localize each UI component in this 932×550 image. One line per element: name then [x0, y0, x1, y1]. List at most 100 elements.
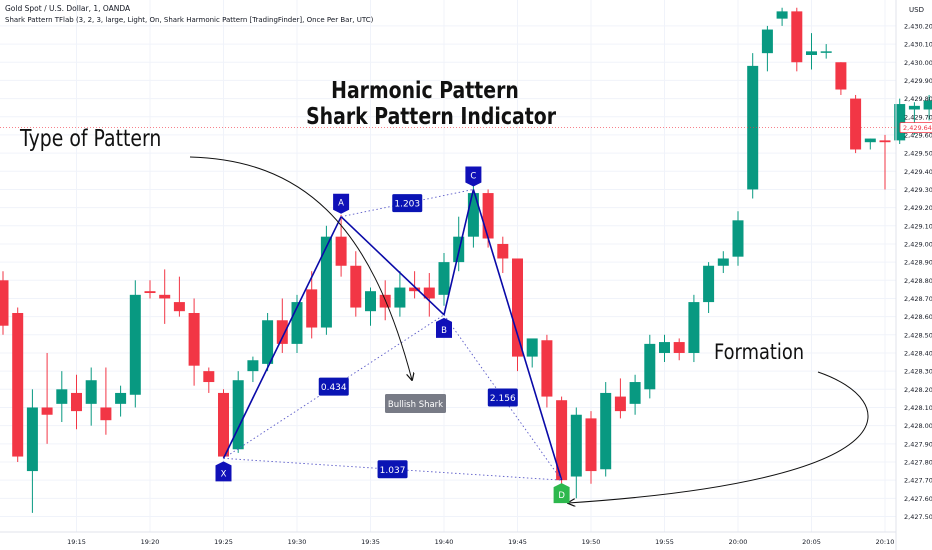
- candle[interactable]: [541, 334, 553, 408]
- candle-body: [144, 291, 156, 294]
- candle[interactable]: [320, 225, 332, 335]
- candle[interactable]: [732, 211, 744, 266]
- candle[interactable]: [761, 25, 773, 72]
- candle-body: [159, 294, 171, 299]
- candle[interactable]: [923, 94, 932, 121]
- y-tick-label: 2,427.600: [904, 495, 932, 503]
- candle[interactable]: [115, 385, 127, 417]
- ratio-box[interactable]: 0.434: [318, 377, 349, 396]
- pattern-type-badge[interactable]: Bullish Shark: [385, 394, 446, 413]
- candle-body: [115, 392, 127, 404]
- candle[interactable]: [350, 251, 362, 317]
- candle-body: [894, 104, 906, 141]
- candle[interactable]: [776, 7, 788, 26]
- candle[interactable]: [306, 271, 318, 339]
- candle[interactable]: [291, 294, 303, 353]
- pattern-leg: [472, 189, 563, 481]
- candle[interactable]: [173, 276, 185, 317]
- marker-label: B: [441, 326, 447, 336]
- candle[interactable]: [71, 374, 82, 430]
- ratio-box[interactable]: 1.037: [377, 460, 408, 479]
- candle[interactable]: [26, 389, 38, 513]
- candle[interactable]: [467, 182, 479, 248]
- candle[interactable]: [409, 271, 421, 299]
- candle[interactable]: [438, 253, 450, 306]
- candle[interactable]: [41, 352, 53, 444]
- candle[interactable]: [791, 7, 803, 72]
- candle-body: [394, 287, 406, 308]
- candle[interactable]: [556, 396, 568, 488]
- x-tick-label: 19:45: [508, 538, 527, 546]
- pattern-point-x-marker[interactable]: X: [215, 461, 232, 482]
- currency-label[interactable]: USD: [909, 6, 924, 14]
- candle[interactable]: [629, 374, 641, 415]
- y-tick-label: 2,429.800: [904, 95, 932, 103]
- candle[interactable]: [85, 367, 97, 426]
- candle[interactable]: [247, 356, 259, 383]
- candle[interactable]: [129, 280, 141, 408]
- y-tick-label: 2,427.900: [904, 440, 932, 448]
- ratio-box[interactable]: 1.203: [392, 194, 423, 213]
- candle[interactable]: [864, 138, 876, 150]
- x-tick-label: 19:30: [288, 538, 307, 546]
- candle-body: [923, 100, 932, 110]
- candle-body: [732, 220, 744, 257]
- candle-body: [218, 392, 229, 457]
- candle[interactable]: [276, 298, 288, 353]
- candle-body: [41, 407, 53, 415]
- candle[interactable]: [423, 273, 435, 317]
- pattern-point-b-marker[interactable]: B: [436, 317, 452, 338]
- candle[interactable]: [673, 338, 685, 361]
- candle[interactable]: [203, 367, 215, 393]
- current-price-box: [899, 122, 932, 134]
- candle[interactable]: [600, 382, 612, 477]
- candle[interactable]: [365, 287, 376, 326]
- ratio-box[interactable]: 2.156: [487, 388, 518, 407]
- candle-body: [614, 396, 626, 412]
- candle[interactable]: [526, 338, 538, 368]
- candle[interactable]: [806, 33, 817, 70]
- candle-body: [835, 62, 847, 90]
- candle[interactable]: [570, 407, 582, 499]
- candle[interactable]: [262, 312, 274, 372]
- candle[interactable]: [394, 271, 406, 317]
- candle-body: [776, 11, 788, 19]
- candle-body: [717, 258, 729, 266]
- pattern-point-c-marker[interactable]: C: [465, 166, 482, 187]
- candle[interactable]: [0, 271, 9, 335]
- candle[interactable]: [159, 269, 171, 324]
- candle[interactable]: [512, 258, 523, 372]
- candle[interactable]: [232, 371, 244, 453]
- candle[interactable]: [144, 280, 156, 299]
- candle[interactable]: [188, 298, 200, 386]
- candle[interactable]: [747, 53, 759, 199]
- candle-body: [12, 312, 24, 457]
- candle[interactable]: [703, 262, 715, 313]
- candle[interactable]: [659, 334, 670, 363]
- candle[interactable]: [879, 134, 891, 190]
- candle-body: [365, 291, 376, 312]
- candle[interactable]: [644, 334, 656, 399]
- candle[interactable]: [12, 307, 24, 462]
- candle[interactable]: [585, 411, 597, 484]
- candle[interactable]: [688, 294, 700, 363]
- candle[interactable]: [497, 236, 509, 274]
- candle[interactable]: [614, 378, 626, 419]
- pattern-point-a-marker[interactable]: A: [333, 193, 350, 214]
- y-tick-label: 2,428.800: [904, 277, 932, 285]
- candle[interactable]: [894, 98, 906, 145]
- candle-body: [879, 140, 891, 143]
- x-tick-label: 19:40: [435, 538, 454, 546]
- x-tick-label: 20:05: [802, 538, 821, 546]
- candle[interactable]: [835, 62, 847, 95]
- candle[interactable]: [453, 216, 465, 272]
- candle[interactable]: [100, 367, 112, 435]
- candle[interactable]: [717, 251, 729, 274]
- candle[interactable]: [850, 94, 862, 154]
- candle[interactable]: [56, 371, 68, 423]
- candle[interactable]: [218, 389, 229, 459]
- candle[interactable]: [820, 44, 832, 59]
- pattern-point-d-marker[interactable]: D: [553, 483, 570, 504]
- marker-shape: [465, 166, 482, 187]
